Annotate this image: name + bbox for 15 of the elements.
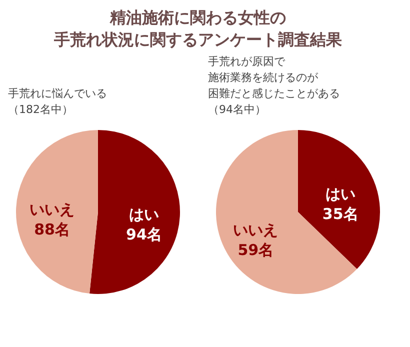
data-label: 59名 xyxy=(238,240,274,259)
pie-slice xyxy=(216,130,357,294)
chart-title: 精油施術に関わる女性の手荒れ状況に関するアンケート調査結果 xyxy=(53,8,343,49)
slice-label: はい xyxy=(325,185,356,204)
slice-label: いいえ xyxy=(233,220,278,239)
pie-slice xyxy=(16,130,98,294)
pie-slice xyxy=(298,130,380,270)
chart-subtitle: 手荒れに悩んでいる（182名中） xyxy=(8,87,107,116)
chart-subtitle: 手荒れが原因で施術業務を続けるのが困難だと感じたことがある（94名中） xyxy=(208,55,340,116)
data-label: 88名 xyxy=(34,220,70,239)
pie-slice xyxy=(90,130,180,294)
data-label: 35名 xyxy=(322,205,358,224)
slice-label: はい xyxy=(128,205,159,224)
slice-label: いいえ xyxy=(30,200,75,219)
data-label: 94名 xyxy=(126,225,162,244)
